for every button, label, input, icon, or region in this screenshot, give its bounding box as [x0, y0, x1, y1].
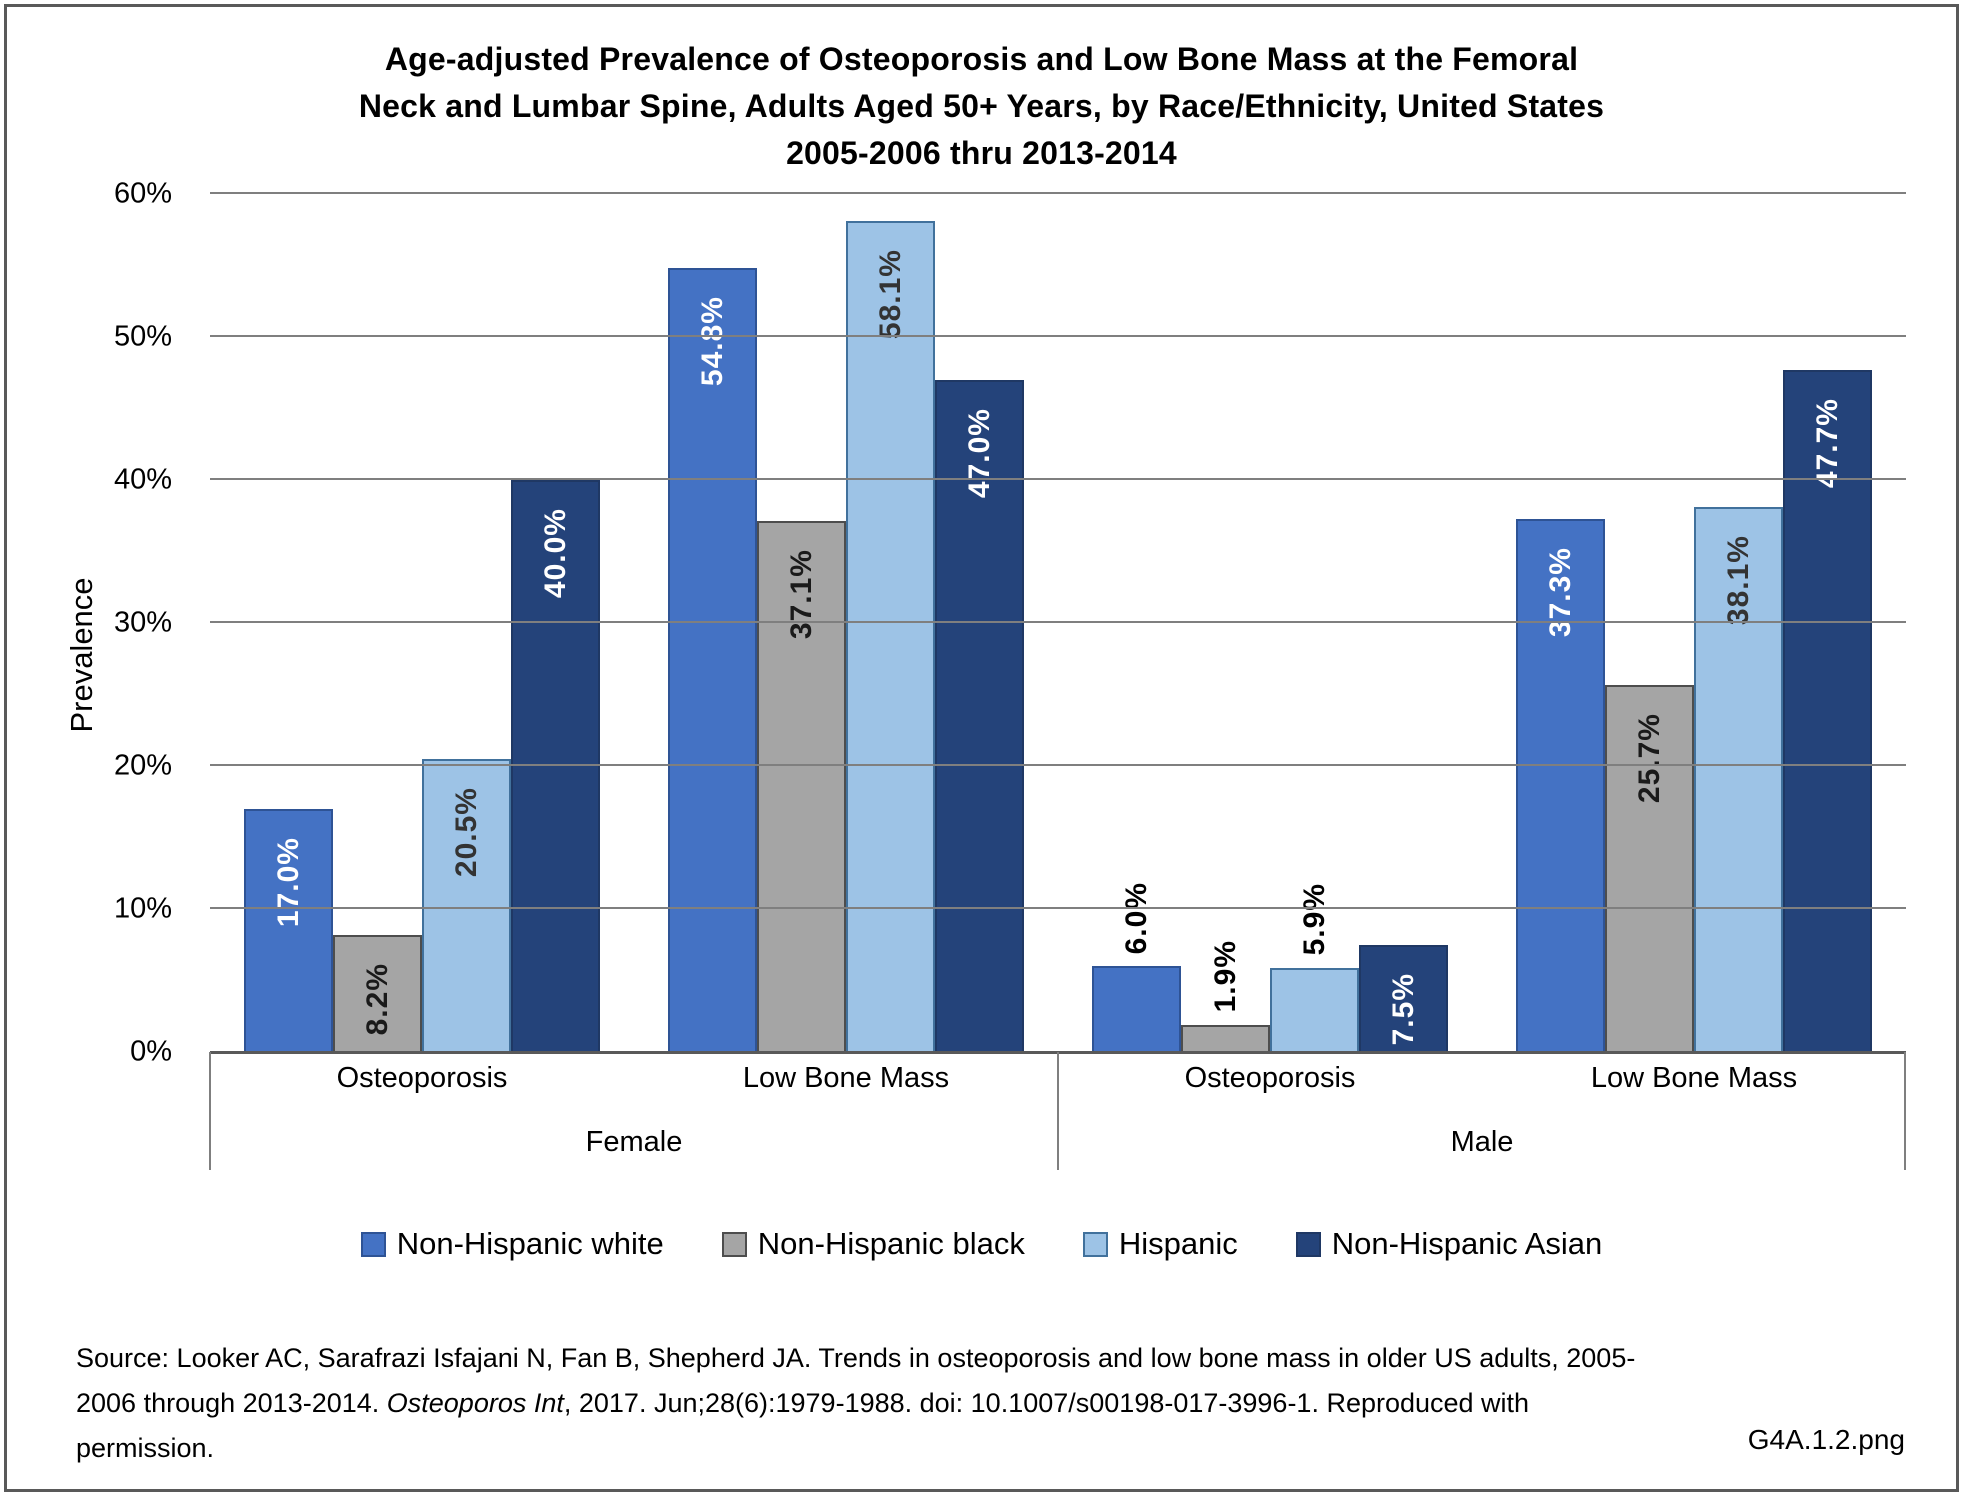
axis-divider-left: [209, 1052, 211, 1170]
y-axis-tick-label: 30%: [113, 606, 172, 639]
bar-value-label: 40.0%: [538, 508, 572, 599]
bar-value-label: 7.5%: [1386, 972, 1420, 1046]
legend-item: Non-Hispanic black: [721, 1226, 1025, 1262]
bar-value-label: 38.1%: [1721, 535, 1755, 626]
source-line-2: 2006 through 2013-2014. Osteoporos Int, …: [76, 1381, 1776, 1426]
plot-area: 17.0% 8.2% 20.5% 40.0% 54.8% 37.1% 58.1% 47.0% 6…: [114, 178, 1906, 1068]
bar-non-hispanic-white: 17.0%: [244, 808, 333, 1052]
bar-non-hispanic-white: 6.0%: [1092, 882, 1181, 1052]
y-axis-tick-label: 50%: [113, 320, 172, 353]
gridline: [210, 478, 1906, 481]
group-label: Female: [585, 1126, 683, 1158]
bar-non-hispanic-black: 37.1%: [757, 521, 846, 1052]
bar-group: 54.8% 37.1% 58.1% 47.0%: [634, 194, 1058, 1052]
bar-group: 6.0% 1.9% 5.9% 7.5%: [1058, 194, 1482, 1052]
gridline: [210, 192, 1906, 194]
bar-hispanic: 5.9%: [1270, 883, 1359, 1052]
legend-swatch: [360, 1231, 386, 1257]
bar-value-label: 47.7%: [1810, 397, 1844, 488]
bar-value-label: 1.9%: [1208, 940, 1242, 1013]
category-axis: Osteoporosis Low Bone Mass Osteoporosis Low…: [210, 1062, 1906, 1095]
bar-hispanic: 38.1%: [1694, 507, 1783, 1052]
legend: Non-Hispanic white Non-Hispanic black Hisp…: [0, 1226, 1963, 1262]
gridline: [210, 764, 1906, 767]
category-label: Low Bone Mass: [1590, 1062, 1798, 1094]
bar-hispanic: 58.1%: [846, 221, 935, 1052]
bar-non-hispanic-white: 37.3%: [1516, 518, 1605, 1052]
legend-item: Hispanic: [1082, 1226, 1238, 1262]
source-note: Source: Looker AC, Sarafrazi Isfajani N,…: [76, 1336, 1776, 1471]
bar-groups: 17.0% 8.2% 20.5% 40.0% 54.8% 37.1% 58.1% 47.0% 6…: [210, 194, 1906, 1052]
category-label: Osteoporosis: [1184, 1062, 1356, 1094]
source-text: Source: Looker AC, Sarafrazi Isfajani N,…: [76, 1343, 1636, 1373]
bar-value-label: 6.0%: [1119, 881, 1153, 955]
y-axis-tick-label: 20%: [113, 749, 172, 782]
source-line-1: Source: Looker AC, Sarafrazi Isfajani N,…: [76, 1336, 1776, 1381]
bar-value-label: 54.8%: [695, 296, 729, 387]
chart-title-line-2: Neck and Lumbar Spine, Adults Aged 50+ Y…: [358, 88, 1605, 124]
legend-item: Non-Hispanic Asian: [1295, 1226, 1603, 1262]
bar-value-label: 37.3%: [1543, 546, 1577, 637]
bar-value-label: 5.9%: [1297, 883, 1331, 956]
bar-value-label: 8.2%: [360, 962, 394, 1036]
axis-divider-right: [1904, 1052, 1906, 1170]
legend-item: Non-Hispanic white: [360, 1226, 664, 1262]
category-label: Low Bone Mass: [742, 1062, 950, 1094]
bar-non-hispanic-black: 25.7%: [1605, 684, 1694, 1052]
gridline: [210, 621, 1906, 623]
bar-value-label: 47.0%: [962, 407, 996, 498]
gridline: [210, 335, 1906, 337]
gridline: [210, 907, 1906, 910]
source-journal-name: Osteoporos Int: [386, 1388, 564, 1418]
source-text: 2006 through 2013-2014.: [76, 1388, 387, 1418]
legend-swatch: [721, 1231, 747, 1257]
bar-non-hispanic-black: 1.9%: [1181, 940, 1270, 1052]
source-line-3: permission.: [76, 1433, 215, 1463]
legend-swatch: [1082, 1231, 1108, 1257]
legend-label: Hispanic: [1118, 1226, 1238, 1261]
legend-label: Non-Hispanic white: [396, 1226, 664, 1261]
group-axis: Female Male: [210, 1126, 1906, 1159]
y-axis-tick-label: 10%: [113, 892, 172, 925]
legend-label: Non-Hispanic black: [757, 1226, 1025, 1261]
source-text: , 2017. Jun;28(6):1979-1988. doi: 10.100…: [563, 1388, 1530, 1418]
y-axis-tick-label: 0%: [130, 1035, 172, 1068]
bar-non-hispanic-asian: 7.5%: [1359, 944, 1448, 1052]
bar-non-hispanic-asian: 47.0%: [935, 379, 1024, 1052]
group-label: Male: [1450, 1126, 1514, 1158]
bar-group: 37.3% 25.7% 38.1% 47.7%: [1482, 194, 1906, 1052]
category-label: Osteoporosis: [336, 1062, 508, 1094]
bar-value-label: 37.1%: [784, 549, 818, 640]
y-axis-tick-label: 60%: [113, 177, 172, 210]
bar-hispanic: 20.5%: [422, 758, 511, 1052]
bar-group: 17.0% 8.2% 20.5% 40.0%: [210, 194, 634, 1052]
bar-non-hispanic-asian: 47.7%: [1783, 369, 1872, 1052]
bar-non-hispanic-white: 54.8%: [668, 268, 757, 1052]
legend-swatch: [1295, 1231, 1321, 1257]
axis-divider-middle: [1057, 1052, 1059, 1170]
chart-title: Age-adjusted Prevalence of Osteoporosis …: [0, 36, 1963, 177]
bar-value-label: 25.7%: [1632, 712, 1666, 803]
bar-value-label: 58.1%: [873, 249, 907, 340]
y-axis-tick-label: 40%: [113, 463, 172, 496]
legend-label: Non-Hispanic Asian: [1331, 1226, 1603, 1261]
y-axis-title: Prevalence: [64, 577, 99, 733]
file-name-label: G4A.1.2.png: [1747, 1424, 1905, 1455]
bar-value-label: 20.5%: [449, 786, 483, 877]
bar-non-hispanic-black: 8.2%: [333, 934, 422, 1052]
chart-title-line-1: Age-adjusted Prevalence of Osteoporosis …: [384, 41, 1579, 77]
bar-value-label: 17.0%: [271, 836, 305, 927]
chart-title-line-3: 2005-2006 thru 2013-2014: [786, 135, 1177, 171]
